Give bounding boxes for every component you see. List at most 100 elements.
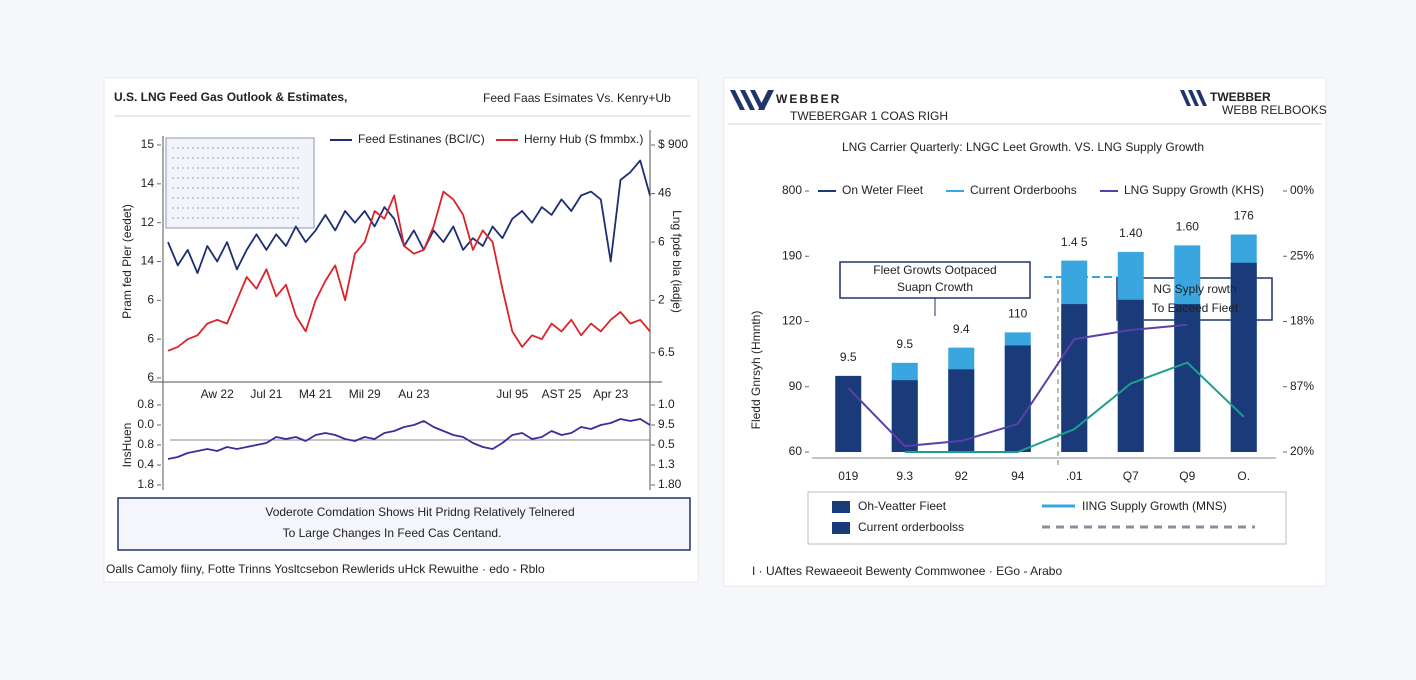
series-line xyxy=(904,361,1245,453)
legend-label: IING Supply Growth (MNS) xyxy=(1082,499,1227,513)
y-tick-label: 90 xyxy=(789,379,803,393)
y-tick-label: 0.8 xyxy=(137,397,154,411)
logo-mark xyxy=(730,90,774,110)
legend-swatch xyxy=(832,522,850,534)
bar-top-label: 1.4 5 xyxy=(1061,235,1088,249)
annotation: Suapn Crowth xyxy=(897,280,973,294)
bar xyxy=(1004,345,1031,452)
y-tick-label: 00% xyxy=(1290,183,1314,197)
legend-label: LNG Suppy Growth (KHS) xyxy=(1124,183,1264,197)
annotation: Fleet Growts Ootpaced xyxy=(873,263,996,277)
chart-title: LNG Carrier Quarterly: LNGC Leet Growth.… xyxy=(842,140,1204,154)
inset-table xyxy=(165,137,315,229)
y-tick-label: 14 xyxy=(141,176,155,190)
y-tick-label: 6.5 xyxy=(658,345,675,359)
y-tick-label: 190 xyxy=(782,248,802,262)
bar xyxy=(1117,299,1144,452)
y-tick-label: 60 xyxy=(789,444,803,458)
source: Oalls Camoly fiiny, Fotte Trinns Yosltcs… xyxy=(106,562,545,576)
series-line xyxy=(167,418,651,460)
logo-sub: TWEBERGAR 1 COAS RIGH xyxy=(790,109,948,123)
y-tick-label: 2 xyxy=(658,293,665,307)
y-axis-title: Fledd Gnrsyh (Hmnth) xyxy=(749,311,763,430)
bar xyxy=(891,380,918,452)
x-tick-label: Mil 29 xyxy=(349,387,381,401)
y-tick-label: 25% xyxy=(1290,248,1314,262)
y-tick-label: 0.0 xyxy=(137,417,154,431)
x-tick-label: M4 21 xyxy=(299,387,333,401)
y-tick-label: 1.3 xyxy=(658,457,675,471)
y-tick-label: 12 xyxy=(141,215,155,229)
y-axis-title: InsHuen xyxy=(120,423,134,468)
y-tick-label: 6 xyxy=(658,234,665,248)
bar xyxy=(948,369,975,452)
bar xyxy=(1230,262,1257,452)
y-tick-label: 1.0 xyxy=(658,397,675,411)
legend-box xyxy=(807,491,1287,545)
y-tick-label: 800 xyxy=(782,183,802,197)
x-tick-label: AST 25 xyxy=(542,387,582,401)
caption: Voderote Comdation Shows Hit Pridng Rela… xyxy=(265,505,574,519)
y-tick-label: 0.5 xyxy=(658,437,675,451)
x-tick-label: O. xyxy=(1237,469,1250,483)
caption: To Large Changes In Feed Cas Centand. xyxy=(283,526,502,540)
legend-label: On Weter Fleet xyxy=(842,183,924,197)
bar-top-label: 9.5 xyxy=(896,337,913,351)
legend-label: Current orderboolss xyxy=(858,520,964,534)
series-line xyxy=(167,190,651,352)
legend-label: Feed Estinanes (BCI/C) xyxy=(358,132,485,146)
legend-label: Current Orderboohs xyxy=(970,183,1077,197)
logo-right: TWEBBER xyxy=(1210,90,1271,104)
y-tick-label: 0.4 xyxy=(137,457,154,471)
x-tick-label: 019 xyxy=(838,469,858,483)
x-tick-label: Au 23 xyxy=(398,387,430,401)
x-tick-label: Aw 22 xyxy=(201,387,234,401)
bar-top-label: 9.5 xyxy=(840,350,857,364)
y-tick-label: 6 xyxy=(147,370,154,384)
annotation: NG Syply rowth xyxy=(1153,282,1236,296)
x-tick-label: Apr 23 xyxy=(593,387,629,401)
bar-top-label: 110 xyxy=(1008,307,1027,321)
y-tick-label: 1.8 xyxy=(137,477,154,491)
series-line xyxy=(167,159,651,274)
bar xyxy=(1061,304,1088,452)
x-tick-label: Q7 xyxy=(1123,469,1139,483)
y-tick-label: 14 xyxy=(141,254,155,268)
source: I · UAftes Rewaeeoit Bewenty Commwonee ·… xyxy=(752,564,1062,578)
x-tick-label: Jul 21 xyxy=(250,387,282,401)
bar-top-label: 1.60 xyxy=(1176,220,1200,234)
y-tick-label: $ 900 xyxy=(658,137,688,151)
y-tick-label: 15 xyxy=(141,137,155,151)
x-tick-label: .01 xyxy=(1066,469,1083,483)
bar xyxy=(1174,304,1201,452)
chart-title: U.S. LNG Feed Gas Outlook & Estimates, xyxy=(114,90,347,104)
annotation: To Eaceed Fieet xyxy=(1152,301,1239,315)
y-tick-label: 20% xyxy=(1290,444,1314,458)
bar-top-label: 9.4 xyxy=(953,322,970,336)
caption-box xyxy=(117,497,691,551)
x-tick-label: 94 xyxy=(1011,469,1025,483)
logo-mark-right xyxy=(1180,90,1207,106)
y-tick-label: 9.5 xyxy=(658,417,675,431)
bar-top-label: 176 xyxy=(1234,209,1254,223)
legend-label: Oh-Veatter Fieet xyxy=(858,499,947,513)
bar xyxy=(835,375,862,452)
x-tick-label: Q9 xyxy=(1179,469,1195,483)
y-tick-label: 6 xyxy=(147,331,154,345)
legend-swatch xyxy=(832,501,850,513)
y-tick-label: 0.8 xyxy=(137,437,154,451)
chart-subtitle: Feed Faas Esimates Vs. Kenry+Ub xyxy=(483,91,671,105)
y-tick-label: 46 xyxy=(658,186,672,200)
x-tick-label: Jul 95 xyxy=(496,387,528,401)
y-tick-label: 18% xyxy=(1290,314,1314,328)
series-line xyxy=(847,323,1188,448)
y-tick-label: 6 xyxy=(147,293,154,307)
x-tick-label: 9.3 xyxy=(896,469,913,483)
y-tick-label: 87% xyxy=(1290,379,1314,393)
logo: WEBBER xyxy=(776,92,841,106)
bar-top-label: 1.40 xyxy=(1119,226,1143,240)
y-tick-label: 1.80 xyxy=(658,477,682,491)
logo-right-sub: WEBB RELBOOKS xyxy=(1222,103,1327,117)
